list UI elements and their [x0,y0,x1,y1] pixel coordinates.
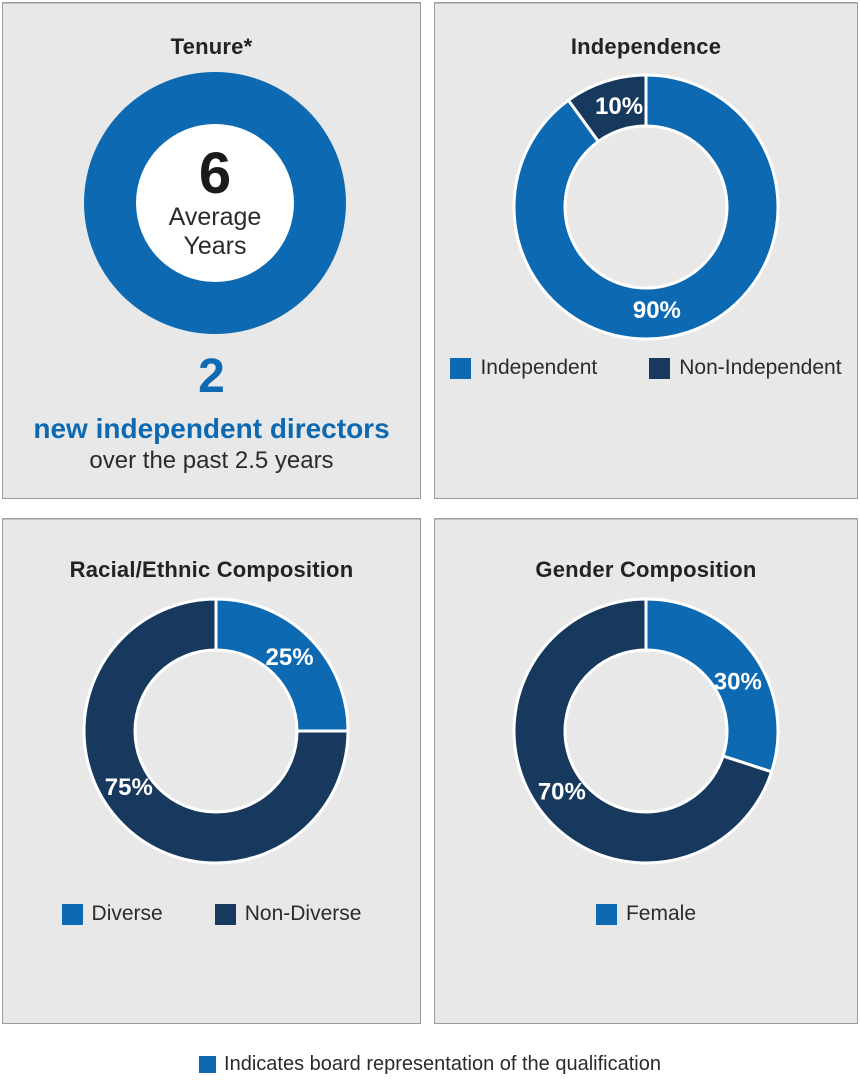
donut-label-non-independent: 10% [595,93,643,120]
racial-panel-title: Racial/Ethnic Composition [69,557,354,582]
tenure-panel-title: Tenure* [170,34,253,59]
legend-swatch-independent [450,357,472,379]
legend-label-non-diverse: Non-Diverse [244,902,362,925]
donut-segment-female [644,597,780,774]
tenure-average-value: 6 [198,140,232,206]
legend-item-non-independent: Non-Independent [649,356,842,380]
legend-item-female: Female [595,902,697,926]
donut-segment-non-diverse [82,597,350,865]
new-directors-timeframe: over the past 2.5 years [89,447,334,474]
gender-donut-chart: 30% 70% [496,581,796,881]
legend-label-female: Female [625,902,697,925]
independence-panel-title: Independence [570,34,722,59]
legend-swatch-female [595,903,617,925]
new-directors-text: new independent directors [33,413,390,444]
tenure-average-label-line1: Average [168,202,262,231]
tenure-panel: Tenure* 6 Average Years 2 new independen… [2,2,421,499]
legend-swatch-diverse [61,903,83,925]
tenure-ring-chart: 6 Average Years [84,72,346,334]
independence-legend: Independent Non-Independent [435,356,857,380]
donut-segment-non-female [512,597,774,865]
footer-caption: Indicates board representation of the qu… [0,1053,860,1076]
donut-label-diverse: 25% [266,644,314,671]
tenure-ring-center: 6 Average Years [136,124,294,282]
legend-item-diverse: Diverse [61,902,163,926]
gender-legend: Female [435,902,857,926]
caption-label: Indicates board representation of the qu… [224,1053,661,1075]
independence-panel: Independence 90% 10% Independent Non-Inde… [434,2,858,499]
legend-label-diverse: Diverse [91,902,163,925]
donut-segment-diverse [214,597,350,733]
racial-donut-chart: 25% 75% [66,581,366,881]
tenure-average-label-line2: Years [183,232,247,260]
legend-label-independent: Independent [480,356,598,379]
legend-item-independent: Independent [450,356,597,380]
gender-panel: Gender Composition 30% 70% Female [434,518,858,1024]
donut-label-non-female: 70% [538,779,586,806]
caption-swatch [199,1056,217,1073]
donut-label-female: 30% [714,669,762,696]
legend-swatch-non-diverse [214,903,236,925]
racial-panel: Racial/Ethnic Composition 25% 75% Diverse… [2,518,421,1024]
donut-segment-non-independent [566,73,648,143]
gender-panel-title: Gender Composition [535,557,757,582]
racial-legend: Diverse Non-Diverse [3,902,420,926]
new-directors-count: 2 [198,350,225,403]
independence-donut-chart: 90% 10% [496,57,796,357]
donut-label-non-diverse: 75% [105,774,153,801]
donut-segment-independent [512,73,780,341]
legend-item-non-diverse: Non-Diverse [214,902,362,926]
donut-label-independent: 90% [633,297,681,324]
legend-label-non-independent: Non-Independent [679,356,842,379]
legend-swatch-non-independent [649,357,671,379]
